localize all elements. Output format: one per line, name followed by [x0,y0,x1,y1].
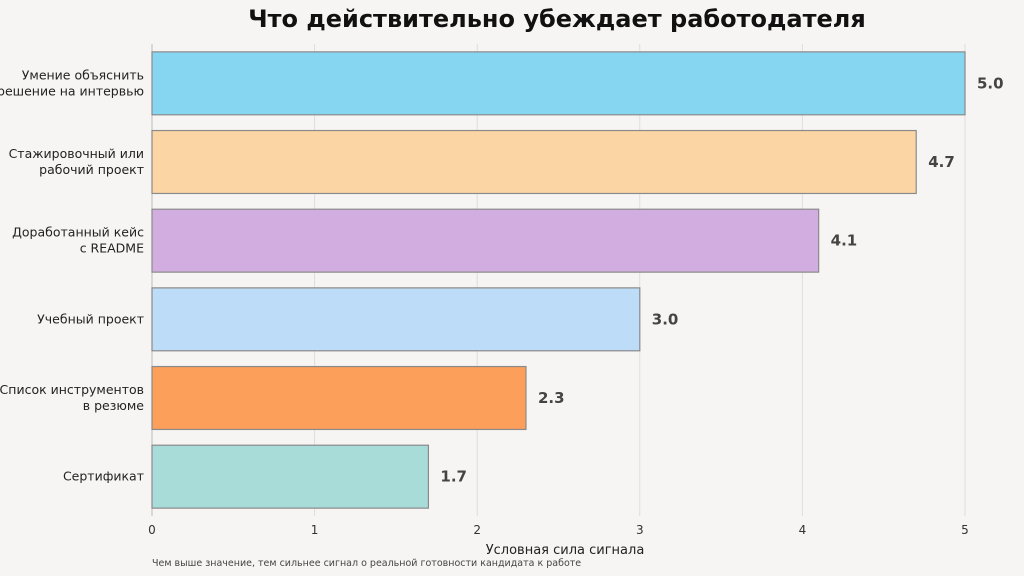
bar [151,444,430,509]
category-label-line: в резюме [83,398,145,413]
bar [151,287,641,352]
category-label-line: Стажировочный или [9,146,144,161]
bars [151,51,966,509]
category-label-line: Умение объяснить [22,67,144,82]
grid [151,44,966,516]
category-label: Умение объяснить решение на интервью [0,67,144,98]
x-tick-label: 2 [473,523,481,537]
x-tick-label: 0 [148,523,156,537]
category-label: Сертификат [63,469,144,484]
category-label-line: Список инструментов [0,382,144,397]
bar-value-label: 3.0 [652,310,679,328]
bar-value-label: 4.7 [928,153,955,171]
x-tick-label: 1 [311,523,319,537]
category-label-line: Сертификат [63,469,144,484]
x-tick-label: 3 [636,523,644,537]
category-label: Учебный проект [37,311,144,326]
x-tick-label: 5 [961,523,969,537]
category-label-line: Учебный проект [37,311,144,326]
category-label-line: Доработанный кейс [12,225,144,240]
category-label-line: рабочий проект [39,162,144,177]
x-tick-label: 4 [799,523,807,537]
category-label-line: с README [80,241,144,256]
bar-value-label: 1.7 [440,468,467,486]
bar-value-label: 5.0 [977,74,1004,92]
bar-value-label: 2.3 [538,389,565,407]
category-label: Список инструментов в резюме [0,382,144,413]
footnote: Чем выше значение, тем сильнее сигнал о … [152,558,581,569]
chart-title: Что действительно убеждает работодателя [248,5,866,33]
x-axis-label: Условная сила сигнала [486,543,645,558]
bar [151,208,820,273]
bar-value-label: 4.1 [831,232,858,250]
bar [151,129,917,195]
bar [151,365,527,431]
category-label: Доработанный кейс с README [12,225,144,256]
category-label-line: решение на интервью [0,83,144,98]
bar [151,51,966,116]
category-label: Стажировочный или рабочий проект [9,146,144,177]
labels: 0 1 2 3 4 5 5.0 Умение объяснить решение на инте… [0,67,1004,537]
